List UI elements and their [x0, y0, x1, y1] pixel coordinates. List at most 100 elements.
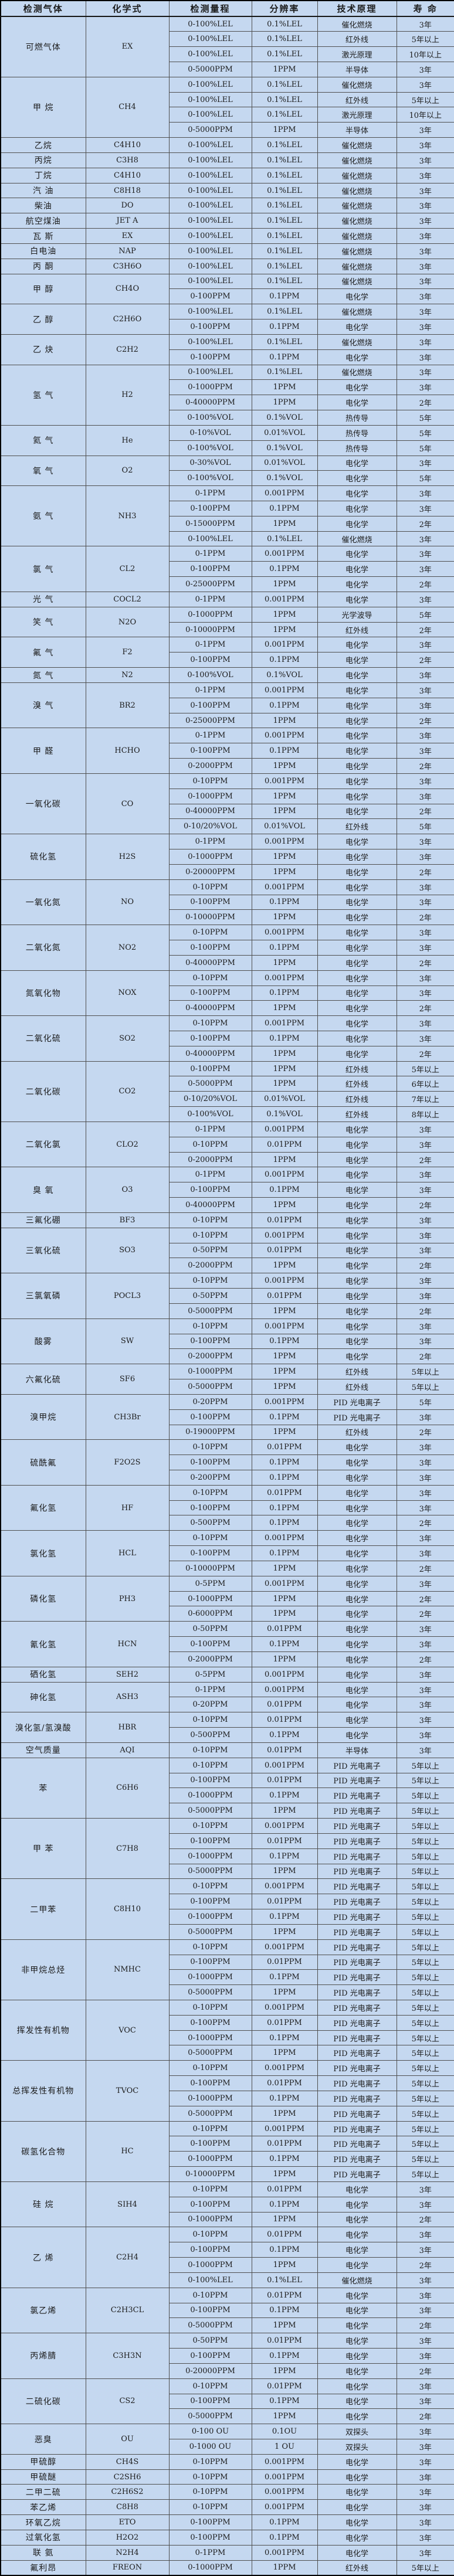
- table-row: 0-1000PPM 1PPM 电化学 2年: [1, 1591, 454, 1607]
- table-row: 0-40000PPM 1PPM 电化学 2年: [1, 1197, 454, 1213]
- range-cell: 0-40000PPM: [168, 803, 252, 820]
- table-row: 丙 酮 C3H6O 0-100%LEL 0.1%LEL 催化燃烧 3年: [0, 258, 454, 274]
- resolution-cell: 1PPM: [251, 1560, 318, 1576]
- table-row: 0-100PPM 0.01PPM PID 光电离子 5年以上: [1, 1772, 454, 1789]
- chemical-formula-cell: HBR: [85, 1712, 170, 1743]
- chemical-formula-cell: BR2: [85, 682, 170, 729]
- gas-name-cell: 联 氨: [0, 2544, 86, 2561]
- principle-cell: 电化学: [317, 1273, 397, 1289]
- range-cell: 0-40000PPM: [168, 1000, 252, 1017]
- lifespan-cell: 3年: [396, 319, 454, 335]
- gas-name-cell: 丁烷: [0, 167, 86, 183]
- table-row: 0-100PPM 0.1PPM 电化学 3年: [1, 1182, 454, 1198]
- table-row: 0-5000PPM 1PPM PID 光电离子 5年以上: [1, 1984, 454, 2000]
- range-cell: 0-100PPM: [168, 1636, 252, 1652]
- chemical-formula-cell: AQI: [85, 1742, 170, 1758]
- principle-cell: 红外线: [317, 1091, 397, 1107]
- principle-cell: PID 光电离子: [317, 2060, 397, 2077]
- principle-cell: PID 光电离子: [317, 1818, 397, 1834]
- principle-cell: 红外线: [317, 1364, 397, 1380]
- table-row: 0-10/20%VOL 0.01%VOL 红外线 7年以上: [1, 1091, 454, 1107]
- range-cell: 0-20PPM: [168, 1697, 252, 1713]
- table-row: 二甲苯 C8H10 0-10PPM 0.001PPM PID 光电离子 5年以上: [0, 1878, 454, 1940]
- lifespan-cell: 2年: [396, 2317, 454, 2334]
- table-row: 0-100PPM 0.1PPM 电化学 3年: [1, 894, 454, 910]
- range-cell: 0-10/20%VOL: [168, 1091, 252, 1107]
- gas-name-cell: 柴油: [0, 198, 86, 214]
- column-header-3: 分辨率: [251, 0, 318, 17]
- principle-cell: 电化学: [317, 1258, 397, 1274]
- lifespan-cell: 3年: [396, 1621, 454, 1637]
- range-cell: 0-100PPM: [168, 1030, 252, 1046]
- principle-cell: PID 光电离子: [317, 1757, 397, 1773]
- principle-cell: 红外线: [317, 1379, 397, 1395]
- lifespan-cell: 5年: [396, 470, 454, 487]
- range-cell: 0-10PPM: [168, 2227, 252, 2243]
- resolution-cell: 0.001PPM: [251, 1999, 318, 2016]
- table-row: 航空煤油 JET A 0-100%LEL 0.1%LEL 催化燃烧 3年: [0, 213, 454, 229]
- table-row: 氢 气 H2 0-100%LEL 0.1%LEL 催化燃烧 3年: [0, 364, 454, 426]
- range-cell: 0-1PPM: [168, 834, 252, 850]
- range-cell: 0-1000 OU: [168, 2439, 252, 2455]
- principle-cell: 催化燃烧: [317, 152, 397, 168]
- lifespan-cell: 3年: [396, 1500, 454, 1516]
- lifespan-cell: 3年: [396, 728, 454, 744]
- lifespan-cell: 2年: [396, 1000, 454, 1017]
- resolution-cell: 1PPM: [251, 1076, 318, 1092]
- chemical-formula-cell: CL2: [85, 546, 170, 592]
- table-row: 乙烷 C4H10 0-100%LEL 0.1%LEL 催化燃烧 3年: [0, 137, 454, 153]
- range-cell: 0-1PPM: [168, 728, 252, 744]
- lifespan-cell: 3年: [396, 288, 454, 305]
- range-cell: 0-100PPM: [168, 894, 252, 910]
- table-row: 0-100PPM 0.1PPM 电化学 3年: [1, 561, 454, 577]
- resolution-cell: 0.1%LEL: [251, 198, 318, 214]
- range-cell: 0-1000PPM: [168, 379, 252, 396]
- resolution-cell: 1PPM: [251, 395, 318, 411]
- principle-cell: 电化学: [317, 1151, 397, 1168]
- range-cell: 0-10%VOL: [168, 424, 252, 441]
- table-row: 氟 气 F2 0-1PPM 0.001PPM 电化学 3年: [0, 637, 454, 668]
- chemical-formula-cell: H2S: [85, 834, 170, 880]
- table-row: 氦 气 He 0-10%VOL 0.01%VOL 热传导 5年: [0, 424, 454, 456]
- principle-cell: 电化学: [317, 1318, 397, 1334]
- table-row: 0-5000PPM 1PPM 电化学 2年: [1, 2317, 454, 2334]
- table-row: 六氟化硫 SF6 0-1000PPM 1PPM 红外线 5年以上: [0, 1364, 454, 1395]
- principle-cell: PID 光电离子: [317, 2014, 397, 2031]
- principle-cell: 电化学: [317, 1303, 397, 1319]
- resolution-cell: 0.1%LEL: [251, 16, 318, 32]
- range-cell: 0-10PPM: [168, 1212, 252, 1228]
- lifespan-cell: 5年以上: [396, 1848, 454, 1864]
- range-cell: 0-100%LEL: [168, 182, 252, 199]
- resolution-cell: 0.001PPM: [251, 728, 318, 744]
- resolution-cell: 0.1%LEL: [251, 182, 318, 199]
- lifespan-cell: 5年以上: [396, 1894, 454, 1910]
- principle-cell: 电化学: [317, 2363, 397, 2379]
- range-cell: 0-100%LEL: [168, 16, 252, 32]
- principle-cell: 电化学: [317, 954, 397, 971]
- range-cell: 0-100%LEL: [168, 167, 252, 183]
- resolution-cell: 0.001PPM: [251, 1939, 318, 1955]
- chemical-formula-cell: OU: [85, 2424, 170, 2455]
- lifespan-cell: 2年: [396, 576, 454, 592]
- principle-cell: 电化学: [317, 2469, 397, 2485]
- resolution-cell: 0.1PPM: [251, 1333, 318, 1350]
- table-row: 联 氨 N2H4 0-1PPM 0.001PPM 电化学 3年: [0, 2544, 454, 2561]
- table-row: 乙 醇 C2H6O 0-100%LEL 0.1%LEL 催化燃烧 3年: [0, 304, 454, 335]
- range-cell: 0-100PPM: [168, 2302, 252, 2319]
- gas-name-cell: 六氟化硫: [0, 1364, 86, 1395]
- gas-name-cell: 乙烷: [0, 137, 86, 153]
- range-cell: 0-100PPM: [168, 1894, 252, 1910]
- gas-name-cell: 瓦 斯: [0, 228, 86, 244]
- lifespan-cell: 2年: [396, 2211, 454, 2228]
- principle-cell: 电化学: [317, 2529, 397, 2546]
- range-cell: 0-1000PPM: [168, 2257, 252, 2273]
- range-cell: 0-5000PPM: [168, 122, 252, 138]
- table-row: 硫酰氟 F2O2S 0-10PPM 0.01PPM 电化学 3年: [0, 1439, 454, 1486]
- lifespan-cell: 3年: [396, 2544, 454, 2561]
- lifespan-cell: 5年以上: [396, 1364, 454, 1380]
- lifespan-cell: 2年: [396, 1151, 454, 1168]
- lifespan-cell: 3年: [396, 2378, 454, 2394]
- gas-name-cell: 氧 气: [0, 455, 86, 487]
- principle-cell: 电化学: [317, 2408, 397, 2425]
- chemical-formula-cell: C3H3N: [85, 2333, 170, 2379]
